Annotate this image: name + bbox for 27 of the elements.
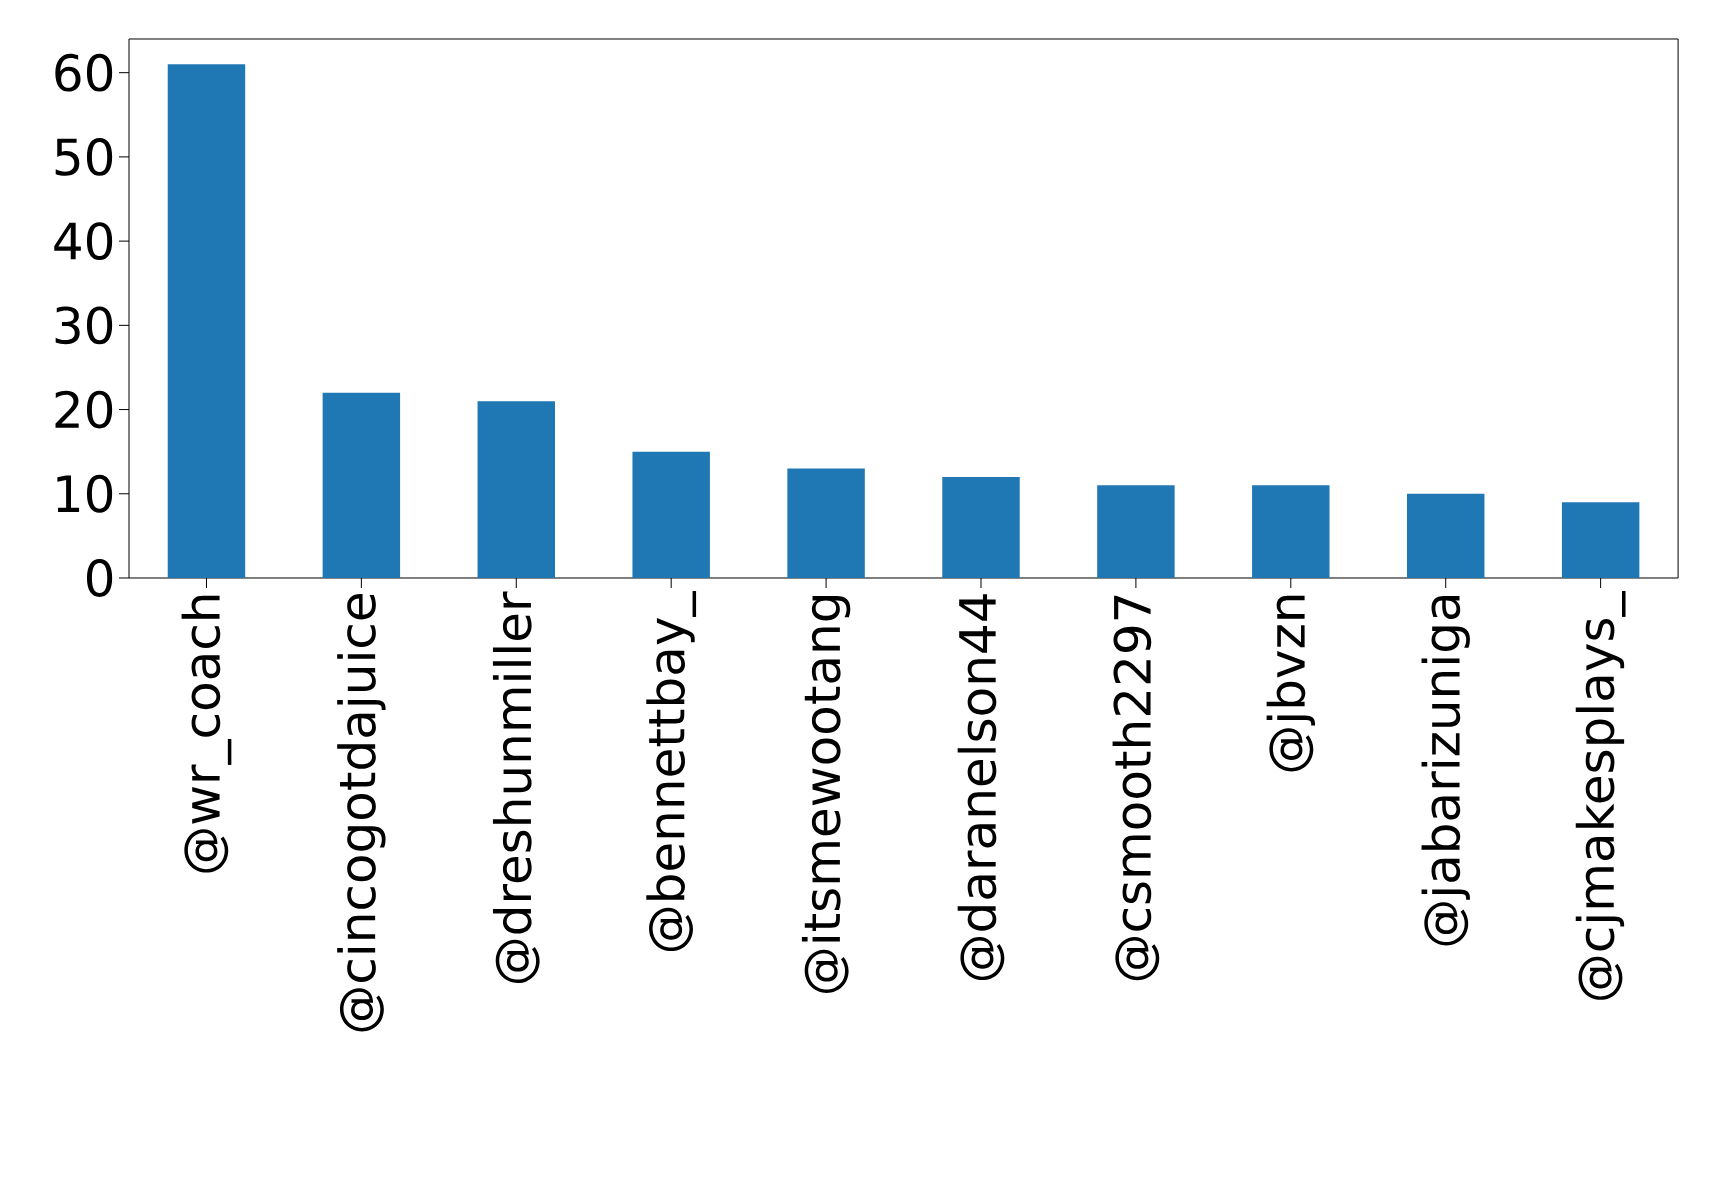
bar: [477, 401, 555, 578]
y-tick-label: 40: [54, 222, 113, 261]
x-tick-label: @jabarizuniga: [1421, 595, 1470, 946]
x-tick-label: @bennettbay_: [646, 591, 697, 952]
x-tick-label: @wr_coach: [181, 595, 232, 873]
bar: [1097, 485, 1175, 578]
bar: [1561, 502, 1640, 578]
bar: [1252, 485, 1330, 578]
y-tick-label: 50: [55, 137, 113, 176]
y-tick-label: 0: [86, 559, 113, 597]
bar: [167, 64, 246, 578]
bar: [942, 476, 1020, 578]
y-tick-label: 10: [57, 474, 113, 513]
bar: [787, 468, 865, 578]
x-tick-label: @dreshunmiller: [492, 591, 540, 983]
x-tick-label: @csmooth2297: [1112, 595, 1160, 981]
y-tick-label: 60: [55, 53, 113, 92]
x-tick-label: @cjmakesplays_: [1575, 590, 1626, 1000]
bar: [322, 392, 401, 578]
x-tick-label: @itsmewootang: [801, 596, 851, 993]
bar: [1406, 493, 1485, 578]
y-tick-label: 20: [55, 390, 113, 429]
x-tick-label: @jbvzn: [1266, 595, 1316, 772]
y-tick-label: 30: [55, 306, 113, 345]
x-tick-label: @daranelson44: [957, 594, 1005, 981]
x-tick-label: @cincogotdajuice: [337, 594, 386, 1032]
bar: [632, 451, 710, 578]
